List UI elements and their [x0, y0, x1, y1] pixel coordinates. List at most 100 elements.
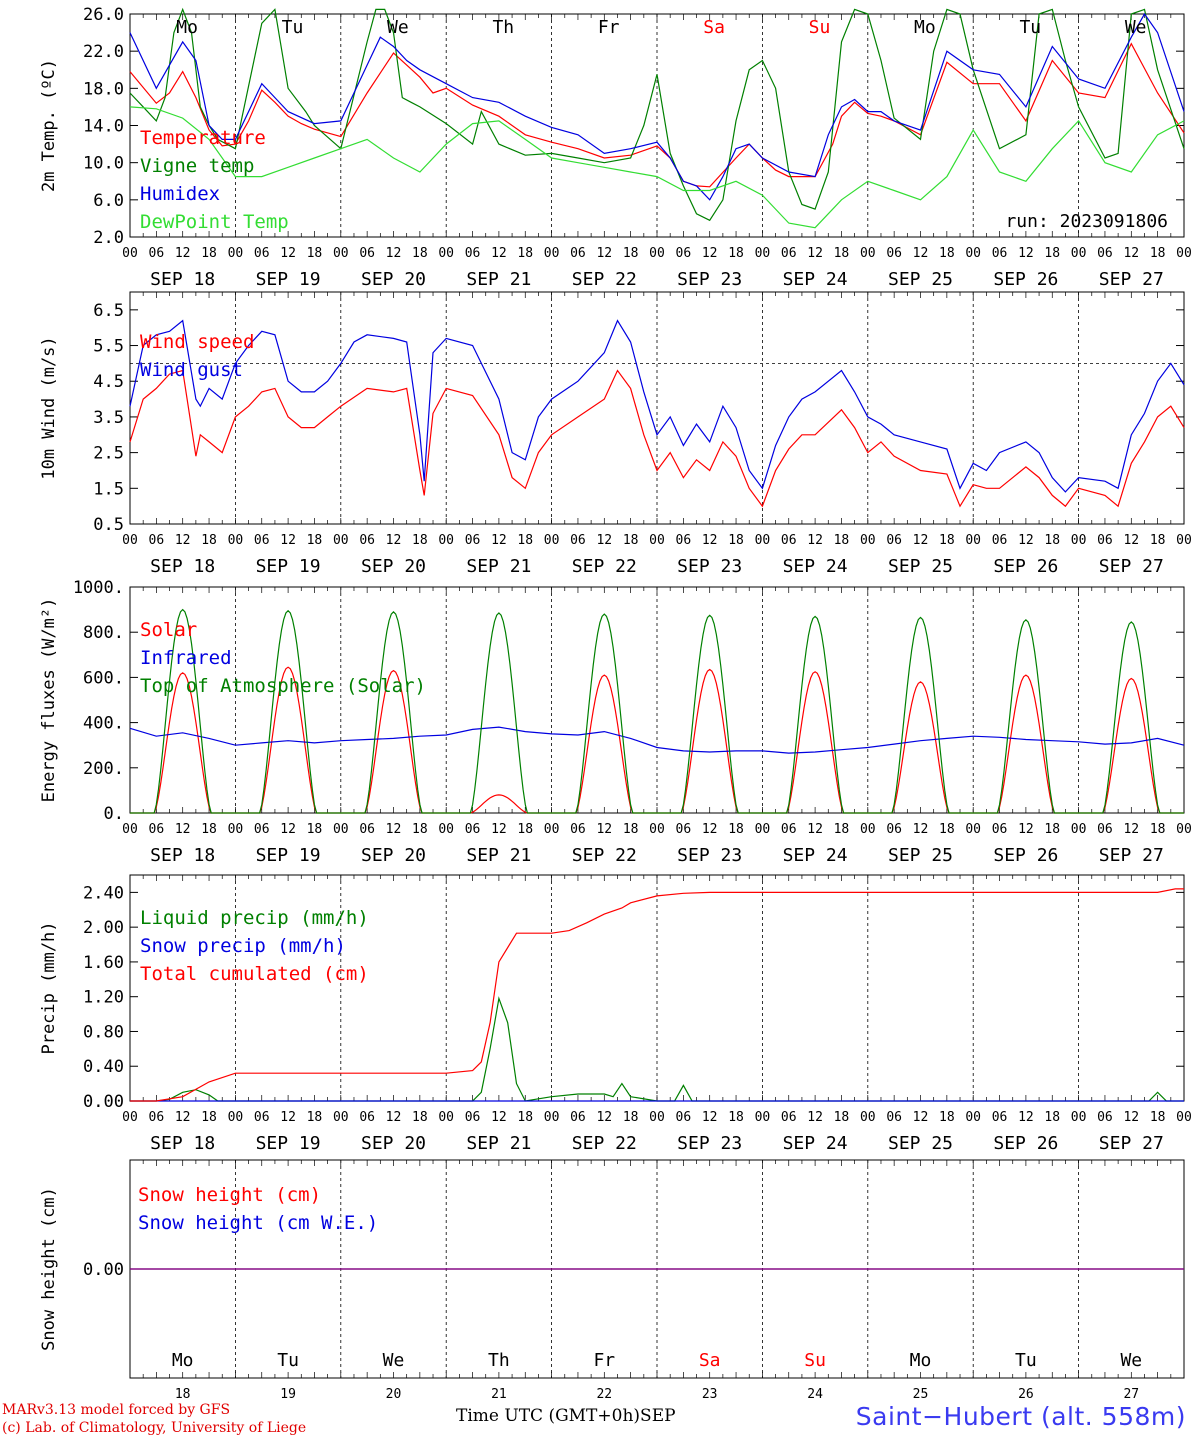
x-hour-label: 18 — [728, 533, 744, 548]
y-axis-label: 2m Temp. (ºC) — [39, 59, 59, 192]
weekday-label-bottom: Su — [804, 1350, 826, 1371]
x-hour-label: 18 — [517, 822, 533, 837]
x-hour-label: 06 — [570, 533, 586, 548]
x-hour-label: 00 — [544, 533, 560, 548]
series-line-top-of-atmosphere-solar- — [130, 608, 1184, 814]
x-hour-label: 00 — [1071, 822, 1087, 837]
day-number-label: 24 — [807, 1387, 823, 1402]
x-hour-label: 06 — [886, 246, 902, 261]
x-hour-label: 06 — [886, 822, 902, 837]
x-hour-label: 06 — [465, 1110, 481, 1125]
x-hour-label: 06 — [1097, 822, 1113, 837]
x-hour-label: 06 — [781, 1110, 797, 1125]
x-hour-label: 18 — [307, 822, 323, 837]
x-hour-label: 12 — [1123, 533, 1139, 548]
x-hour-label: 18 — [623, 1110, 639, 1125]
x-hour-label: 00 — [438, 1110, 454, 1125]
x-hour-label: 00 — [649, 1110, 665, 1125]
x-hour-label: 18 — [834, 533, 850, 548]
x-hour-label: 12 — [807, 1110, 823, 1125]
x-date-label: SEP 18 — [150, 1133, 215, 1154]
y-tick-label: 14.0 — [83, 117, 124, 137]
x-date-label: SEP 23 — [677, 269, 742, 290]
x-hour-label: 06 — [359, 822, 375, 837]
x-date-label: SEP 26 — [993, 556, 1058, 577]
x-hour-label: 18 — [307, 533, 323, 548]
x-hour-label: 06 — [781, 246, 797, 261]
x-date-label: SEP 18 — [150, 556, 215, 577]
x-hour-label: 00 — [965, 246, 981, 261]
x-hour-label: 12 — [280, 246, 296, 261]
x-hour-label: 12 — [596, 533, 612, 548]
x-hour-label: 12 — [702, 1110, 718, 1125]
x-date-label: SEP 22 — [572, 556, 637, 577]
y-tick-label: 0. — [104, 804, 124, 824]
x-date-label: SEP 20 — [361, 269, 426, 290]
x-hour-label: 06 — [676, 822, 692, 837]
weekday-label-top: Tu — [282, 17, 304, 38]
y-tick-label: 6.0 — [93, 191, 124, 211]
x-hour-label: 00 — [122, 533, 138, 548]
x-hour-label: 12 — [702, 533, 718, 548]
x-hour-label: 12 — [596, 246, 612, 261]
x-hour-label: 12 — [1018, 533, 1034, 548]
x-hour-label: 18 — [517, 246, 533, 261]
x-hour-label: 00 — [228, 822, 244, 837]
x-hour-label: 18 — [623, 822, 639, 837]
x-hour-label: 06 — [1097, 533, 1113, 548]
x-hour-label: 12 — [175, 1110, 191, 1125]
x-hour-label: 18 — [1044, 1110, 1060, 1125]
x-hour-label: 00 — [333, 246, 349, 261]
x-hour-label: 18 — [412, 822, 428, 837]
y-tick-label: 1000. — [73, 578, 124, 598]
x-hour-label: 00 — [228, 533, 244, 548]
x-hour-label: 12 — [1123, 246, 1139, 261]
y-tick-label: 0.80 — [83, 1022, 124, 1042]
legend-entry: Snow height (cm) — [138, 1184, 321, 1206]
x-date-label: SEP 27 — [1099, 1133, 1164, 1154]
x-hour-label: 06 — [676, 1110, 692, 1125]
weekday-label-top: Sa — [703, 17, 725, 38]
y-tick-label: 0.00 — [83, 1260, 124, 1280]
x-hour-label: 12 — [913, 822, 929, 837]
x-hour-label: 00 — [333, 533, 349, 548]
x-hour-label: 00 — [860, 1110, 876, 1125]
x-hour-label: 00 — [438, 533, 454, 548]
x-date-label: SEP 20 — [361, 1133, 426, 1154]
x-hour-label: 18 — [728, 822, 744, 837]
weekday-label-bottom: Sa — [699, 1350, 721, 1371]
legend-entry: Solar — [140, 619, 197, 641]
y-tick-label: 26.0 — [83, 5, 124, 25]
weekday-label-bottom: We — [1120, 1350, 1142, 1371]
x-hour-label: 06 — [992, 533, 1008, 548]
x-hour-label: 12 — [386, 822, 402, 837]
x-hour-label: 00 — [1071, 1110, 1087, 1125]
x-hour-label: 06 — [781, 822, 797, 837]
x-date-label: SEP 18 — [150, 269, 215, 290]
day-number-label: 21 — [491, 1387, 507, 1402]
y-tick-label: 2.00 — [83, 918, 124, 938]
x-date-label: SEP 20 — [361, 845, 426, 866]
x-hour-label: 12 — [596, 822, 612, 837]
x-hour-label: 12 — [386, 533, 402, 548]
series-line-humidex — [129, 12, 1185, 201]
x-date-label: SEP 24 — [783, 845, 848, 866]
x-hour-label: 12 — [280, 1110, 296, 1125]
x-date-label: SEP 25 — [888, 556, 953, 577]
x-hour-label: 06 — [254, 822, 270, 837]
weekday-label-bottom: We — [383, 1350, 405, 1371]
x-hour-label: 18 — [1150, 533, 1166, 548]
y-tick-label: 3.5 — [93, 408, 124, 428]
x-hour-label: 00 — [755, 822, 771, 837]
x-hour-label: 06 — [992, 246, 1008, 261]
x-hour-label: 18 — [1044, 246, 1060, 261]
x-date-label: SEP 23 — [677, 845, 742, 866]
x-hour-label: 18 — [412, 533, 428, 548]
x-hour-label: 18 — [201, 246, 217, 261]
y-tick-label: 1.20 — [83, 988, 124, 1008]
x-date-label: SEP 19 — [256, 1133, 321, 1154]
series-line-total-cumulated-cm- — [130, 888, 1184, 1102]
x-hour-label: 18 — [939, 533, 955, 548]
series-line-vigne-temp — [129, 7, 1185, 222]
x-hour-label: 06 — [465, 246, 481, 261]
